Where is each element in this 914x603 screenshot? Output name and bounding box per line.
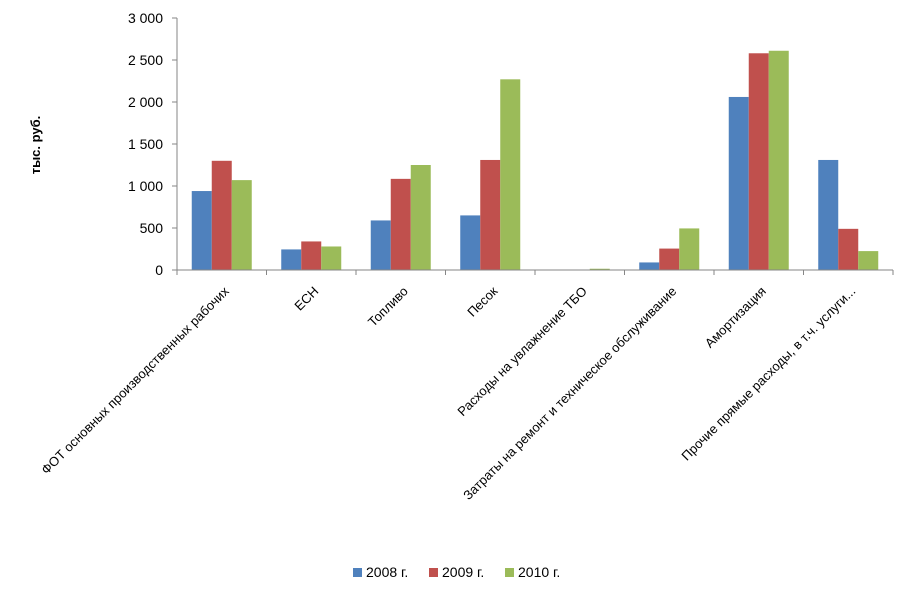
- bar-2009г-1: [301, 241, 322, 270]
- y-ticks: 0 500 1 000 1 500 2 000 2 500 3 000: [128, 10, 177, 278]
- bar-2010г-5: [679, 228, 700, 270]
- bar-2008г-7: [818, 159, 839, 270]
- x-category-label: Прочие прямые расходы, в т.ч. услуги...: [678, 284, 858, 464]
- bar-2009г-2: [390, 178, 411, 270]
- legend-label: 2009 г.: [442, 564, 484, 580]
- bars: [191, 50, 879, 271]
- x-category-label: Топливо: [365, 284, 411, 330]
- legend-swatch: [505, 568, 514, 577]
- x-category-label: Песок: [464, 283, 500, 319]
- y-tick-label: 0: [155, 262, 163, 278]
- bar-2010г-4: [589, 268, 610, 270]
- bar-2009г-5: [659, 248, 680, 270]
- bar-2009г-7: [838, 228, 859, 270]
- y-tick-label: 2 500: [128, 52, 163, 68]
- bar-2008г-0: [191, 191, 212, 270]
- bar-2008г-1: [281, 249, 302, 270]
- x-category-label: Амортизация: [702, 284, 769, 351]
- x-category-label: Затраты на ремонт и техническое обслужив…: [460, 284, 679, 503]
- bar-2008г-6: [728, 96, 749, 271]
- bar-2010г-3: [500, 79, 521, 270]
- legend-swatch: [353, 568, 362, 577]
- x-category-label: ФОТ основных производственных рабочих: [38, 283, 232, 477]
- bar-2010г-0: [231, 180, 252, 270]
- y-tick-label: 3 000: [128, 10, 163, 26]
- bar-2010г-7: [858, 251, 879, 270]
- category-labels: ФОТ основных производственных рабочих ЕСН…: [38, 283, 858, 503]
- y-tick-label: 1 000: [128, 178, 163, 194]
- legend: 2008 г. 2009 г. 2010 г.: [353, 564, 560, 580]
- axes: [176, 18, 894, 275]
- bar-2010г-2: [410, 165, 431, 270]
- bar-2009г-0: [211, 160, 232, 270]
- bar-2008г-3: [460, 215, 481, 270]
- bar-2008г-5: [639, 262, 660, 270]
- y-tick-label: 500: [140, 220, 164, 236]
- bar-2008г-2: [370, 220, 391, 270]
- y-tick-label: 1 500: [128, 136, 163, 152]
- bar-2010г-6: [768, 50, 789, 271]
- legend-label: 2010 г.: [518, 564, 560, 580]
- y-tick-label: 2 000: [128, 94, 163, 110]
- x-category-label: ЕСН: [291, 284, 321, 314]
- bar-2009г-3: [480, 159, 501, 270]
- legend-label: 2008 г.: [366, 564, 408, 580]
- bar-2010г-1: [321, 246, 342, 270]
- bar-2009г-6: [748, 53, 769, 270]
- y-axis-label: тыс. руб.: [28, 116, 43, 175]
- legend-swatch: [429, 568, 438, 577]
- y-axis-label-group: тыс. руб.: [28, 116, 43, 175]
